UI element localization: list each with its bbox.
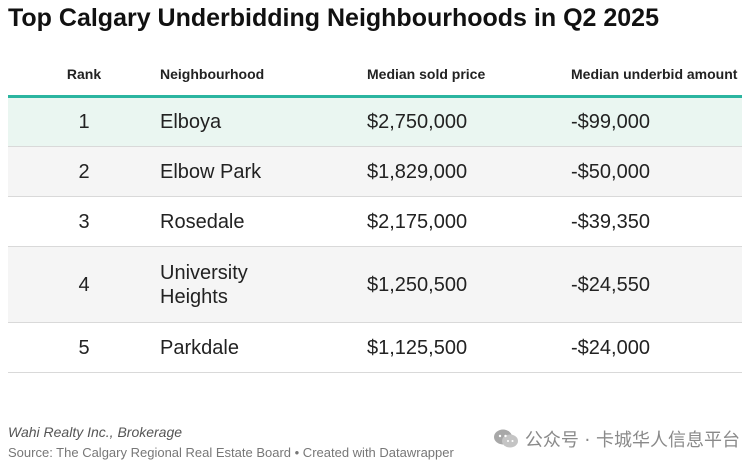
rank-cell: 4 [8, 246, 160, 323]
table-header-row: Rank Neighbourhood Median sold price Med… [8, 66, 742, 98]
neighbourhood-cell: Elbow Park [160, 146, 367, 197]
watermark-text: 公众号 · 卡城华人信息平台 [524, 430, 740, 451]
table-row: 3 Rosedale $2,175,000 -$39,350 [8, 196, 742, 247]
neighbourhood-cell: Elboya [160, 96, 367, 147]
table-row: 4 University Heights $1,250,500 -$24,550 [8, 246, 742, 323]
rank-cell: 3 [8, 196, 160, 247]
price-cell: $2,175,000 [367, 196, 571, 247]
column-header-neighbourhood: Neighbourhood [160, 66, 367, 98]
rank-cell: 2 [8, 146, 160, 197]
neighbourhood-cell: Parkdale [160, 322, 367, 373]
data-table: Rank Neighbourhood Median sold price Med… [8, 66, 742, 373]
price-cell: $1,829,000 [367, 146, 571, 197]
credit-line: Wahi Realty Inc., Brokerage [8, 424, 183, 440]
column-header-median-underbid-amount: Median underbid amount [571, 66, 742, 98]
column-header-median-sold-price: Median sold price [367, 66, 571, 98]
source-line: Source: The Calgary Regional Real Estate… [8, 445, 454, 460]
underbid-cell: -$50,000 [571, 146, 742, 197]
underbid-cell: -$24,550 [571, 246, 742, 323]
underbid-cell: -$24,000 [571, 322, 742, 373]
chart-title: Top Calgary Underbidding Neighbourhoods … [8, 4, 659, 32]
rank-cell: 5 [8, 322, 160, 373]
table-row: 2 Elbow Park $1,829,000 -$50,000 [8, 146, 742, 197]
neighbourhood-cell: Rosedale [160, 196, 367, 247]
column-header-rank: Rank [8, 66, 160, 98]
wechat-icon [493, 428, 519, 450]
price-cell: $1,250,500 [367, 246, 571, 323]
rank-cell: 1 [8, 96, 160, 147]
neighbourhood-cell: University Heights [160, 246, 367, 323]
table-row: 1 Elboya $2,750,000 -$99,000 [8, 96, 742, 147]
price-cell: $2,750,000 [367, 96, 571, 147]
price-cell: $1,125,500 [367, 322, 571, 373]
watermark: 公众号 · 卡城华人信息平台 [493, 426, 740, 452]
underbid-cell: -$99,000 [571, 96, 742, 147]
table-row: 5 Parkdale $1,125,500 -$24,000 [8, 322, 742, 373]
underbid-cell: -$39,350 [571, 196, 742, 247]
